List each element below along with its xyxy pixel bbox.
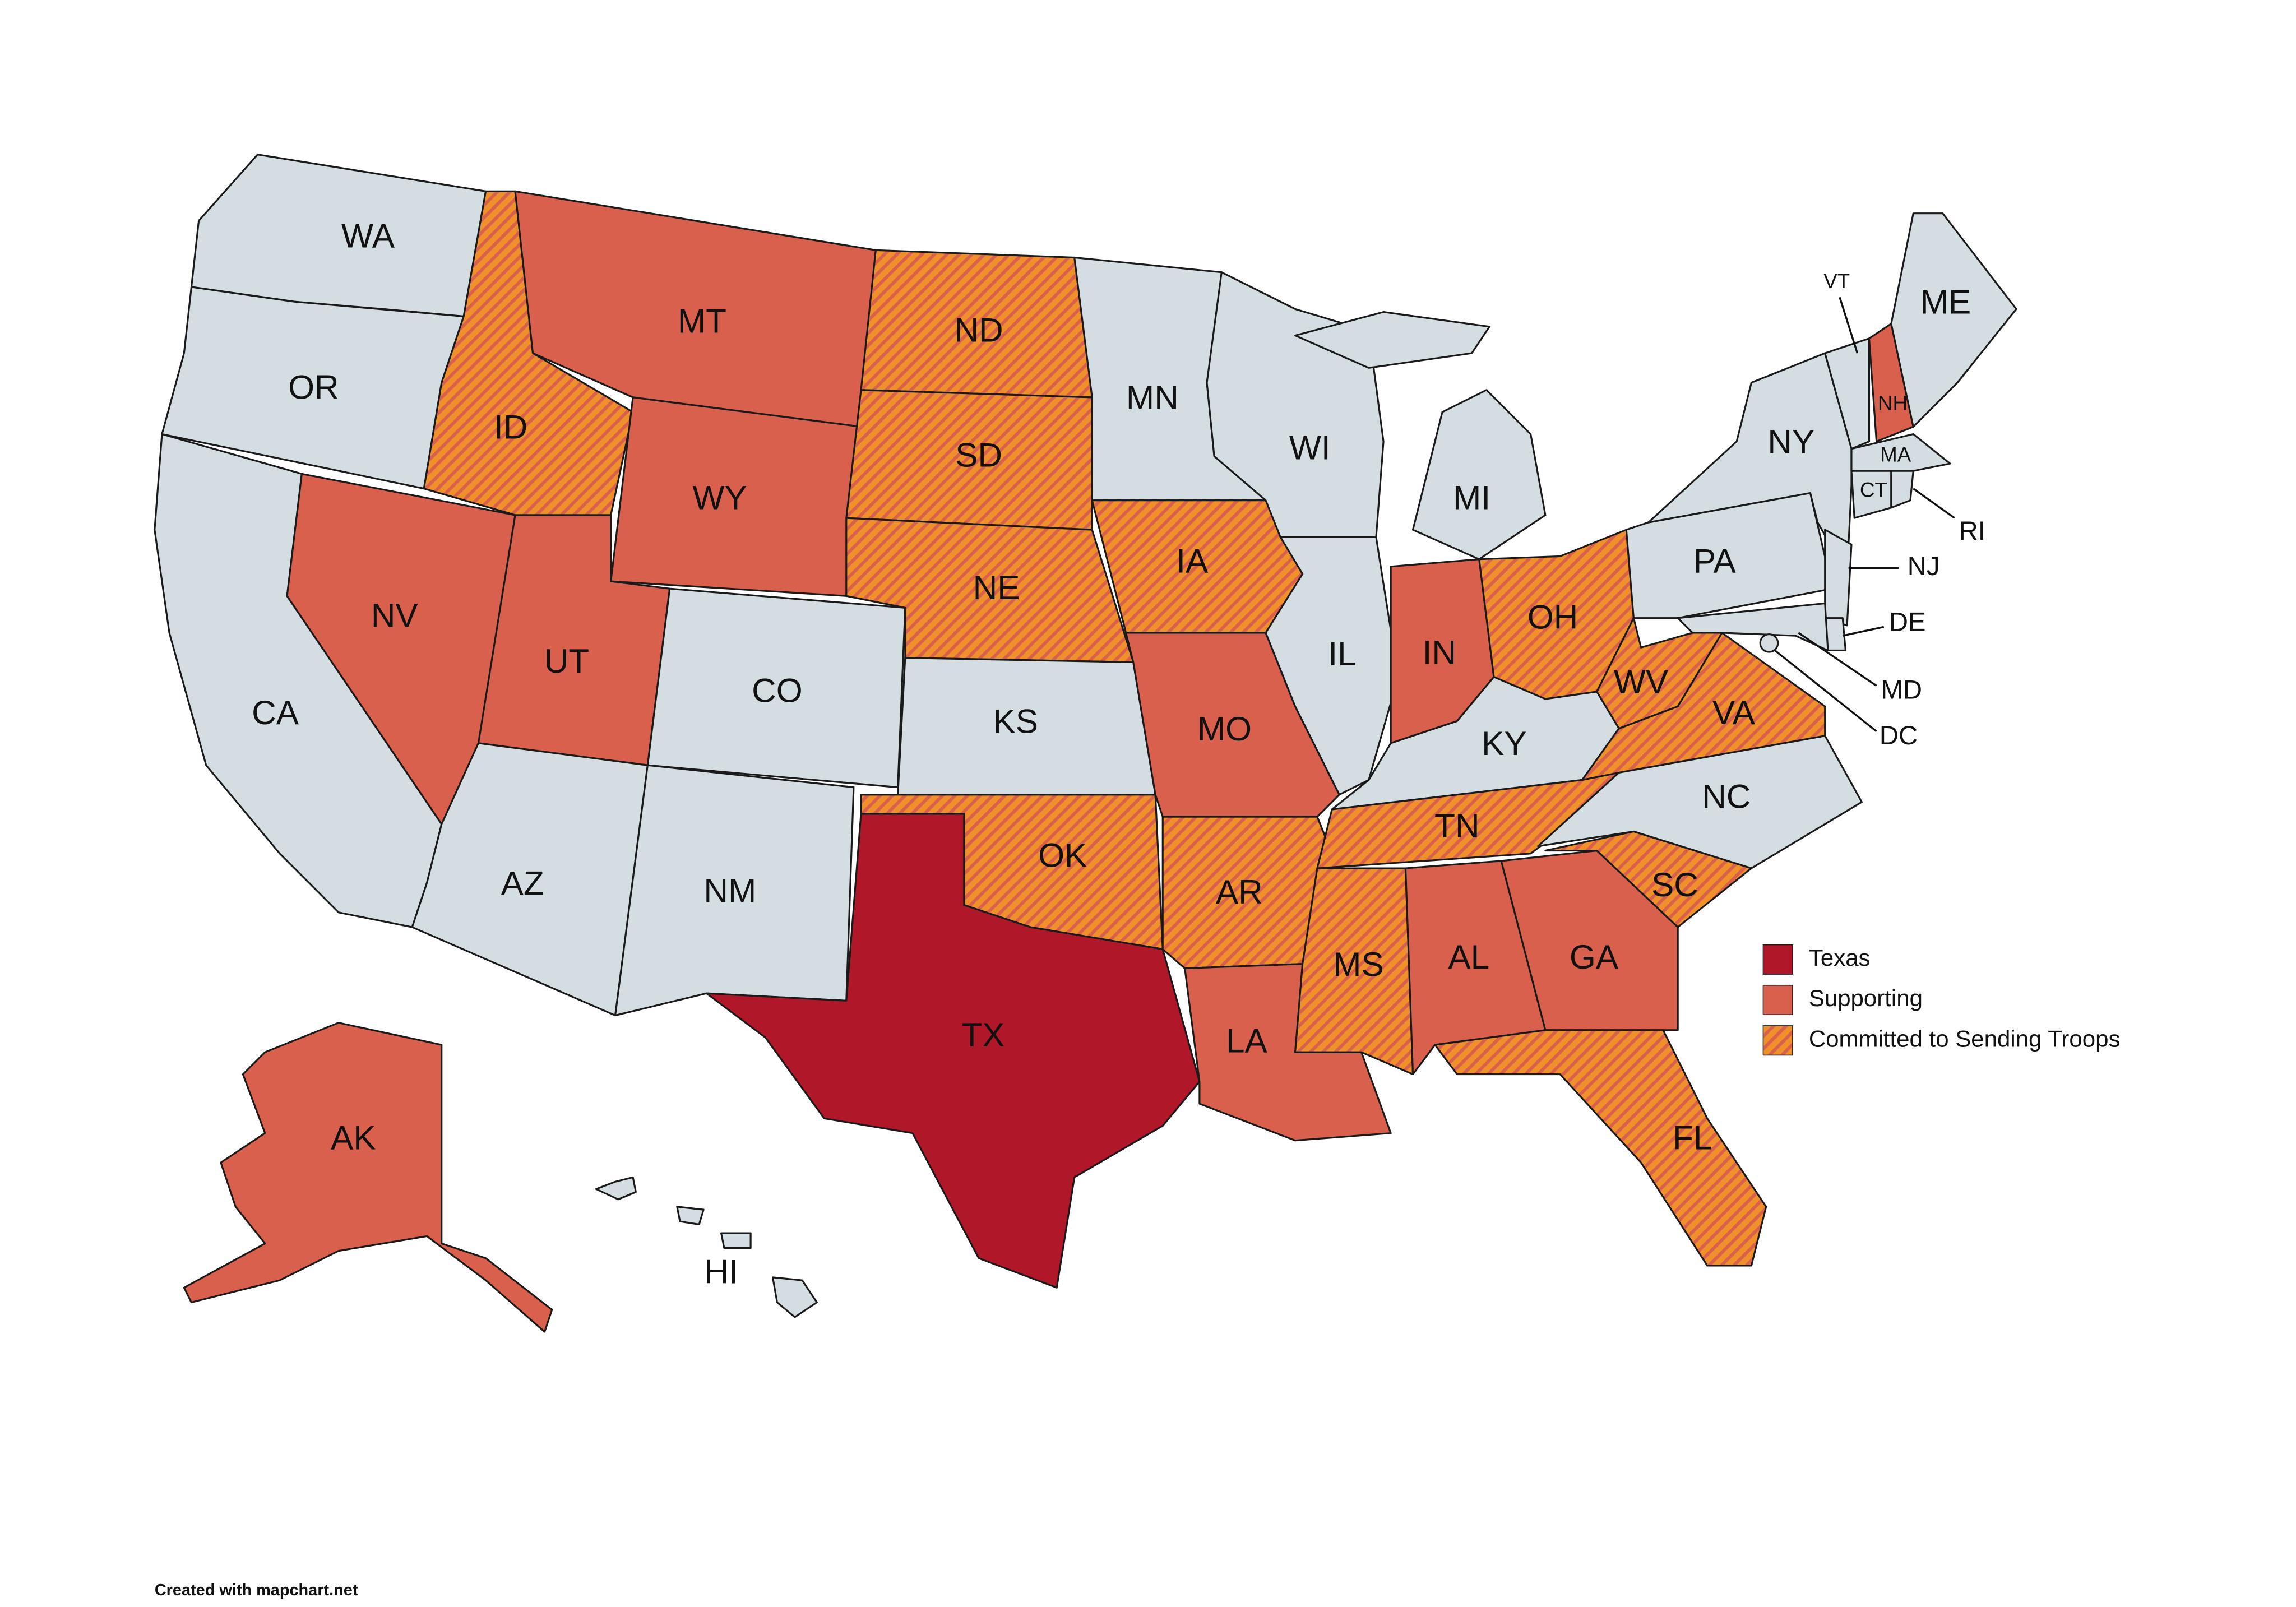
state-shape xyxy=(183,1022,553,1333)
state-label: MI xyxy=(1453,479,1490,517)
state-label: NJ xyxy=(1908,552,1940,581)
state-label: MS xyxy=(1333,945,1384,983)
state-label: WI xyxy=(1289,428,1331,466)
state-label: SC xyxy=(1651,865,1698,904)
state-label: KY xyxy=(1482,724,1527,762)
state-label: UT xyxy=(544,642,589,680)
state-label: VT xyxy=(1823,270,1850,293)
state-label: OK xyxy=(1038,836,1087,874)
state-label: MD xyxy=(1881,675,1922,705)
leader-line xyxy=(1913,488,1955,519)
state-label: WA xyxy=(341,216,395,254)
leader-line xyxy=(1798,632,1877,687)
state-label: VA xyxy=(1712,693,1756,731)
state-label: MN xyxy=(1126,378,1179,416)
state-label: CA xyxy=(252,693,299,731)
state-label: NC xyxy=(1702,777,1751,816)
state-label: TX xyxy=(961,1016,1004,1054)
state-label: KS xyxy=(993,702,1038,740)
state-shape xyxy=(190,154,487,318)
state-label: CT xyxy=(1860,479,1887,502)
state-label: WV xyxy=(1614,663,1668,701)
leader-line xyxy=(1839,297,1859,354)
legend-swatch xyxy=(1762,1025,1793,1056)
state-shape xyxy=(1824,529,1853,627)
state-shape xyxy=(1265,536,1399,796)
state-label: ME xyxy=(1920,283,1971,321)
state-label: SD xyxy=(955,436,1002,474)
state-shape xyxy=(1890,470,1914,509)
state-label: IL xyxy=(1328,635,1356,673)
state-label: PA xyxy=(1693,542,1737,580)
state-label: FL xyxy=(1673,1119,1712,1157)
leader-line xyxy=(1842,626,1885,637)
state-label: IN xyxy=(1423,633,1456,671)
state-label: AK xyxy=(331,1119,376,1157)
state-label: RI xyxy=(1959,516,1985,546)
state-label: CO xyxy=(752,671,803,710)
state-shape xyxy=(1500,849,1679,1031)
state-label: HI xyxy=(704,1253,738,1291)
state-label: NV xyxy=(371,596,418,635)
state-label: TN xyxy=(1434,807,1479,845)
state-label: GA xyxy=(1570,938,1619,976)
state-label: NH xyxy=(1878,392,1908,415)
legend-label: Texas xyxy=(1809,944,1871,971)
state-label: NY xyxy=(1767,423,1814,461)
state-label: MT xyxy=(678,302,726,340)
state-label: ND xyxy=(954,311,1003,349)
legend: Texas Supporting Committed to Sending Troo… xyxy=(1762,944,2121,1056)
state-label: LA xyxy=(1226,1021,1268,1059)
state-shape xyxy=(1759,633,1779,653)
state-label: OH xyxy=(1527,598,1578,636)
state-label: IA xyxy=(1176,542,1209,580)
state-label: AL xyxy=(1448,938,1489,976)
state-shape xyxy=(1677,602,1829,652)
states xyxy=(154,154,2017,1333)
state-label: MO xyxy=(1197,710,1252,748)
state-label: ID xyxy=(494,408,527,446)
state-label: DE xyxy=(1889,608,1926,637)
state-label: AR xyxy=(1216,873,1263,911)
legend-label: Committed to Sending Troops xyxy=(1809,1025,2121,1052)
state-labels: WA OR CA NV ID MT WY UT CO AZ NM ND SD NE KS OK TX MN IA MO… xyxy=(252,216,1985,1290)
legend-swatch xyxy=(1762,984,1793,1016)
state-shape xyxy=(1890,212,2017,428)
state-shape xyxy=(1544,830,1753,928)
legend-swatch xyxy=(1762,944,1793,975)
leader-line xyxy=(1774,650,1877,733)
state-shape xyxy=(595,1176,818,1318)
state-label: MA xyxy=(1880,443,1911,466)
state-label: OR xyxy=(288,368,339,406)
state-label: NM xyxy=(703,872,756,910)
state-shape xyxy=(705,813,1201,1289)
state-label: AZ xyxy=(501,864,544,902)
state-shape xyxy=(1850,433,1951,472)
state-label: WY xyxy=(692,479,747,517)
legend-label: Supporting xyxy=(1809,985,1923,1011)
state-label: DC xyxy=(1880,721,1918,751)
state-label: NE xyxy=(973,568,1020,606)
footer: Created with mapchart.net xyxy=(155,1581,358,1599)
state-shape xyxy=(1434,1029,1767,1267)
